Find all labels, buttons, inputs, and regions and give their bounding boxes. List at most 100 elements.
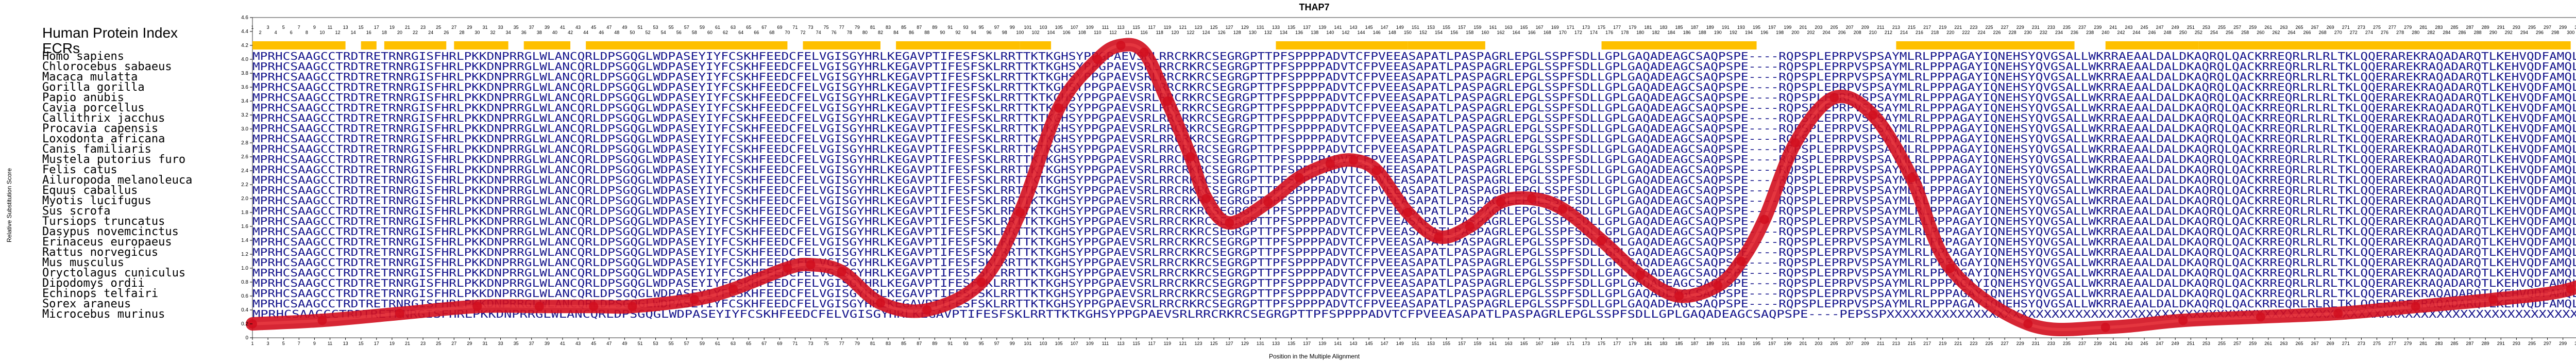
ecr-row-label: ECRs [42, 40, 80, 56]
species-label: Erinaceus europaeus [42, 236, 172, 249]
top-tick-label: 285 [2450, 25, 2458, 30]
top-tick-label: 210 [1869, 30, 1877, 35]
top-tick-label: 90 [940, 30, 945, 35]
top-tick-label: 186 [1683, 30, 1691, 35]
top-tick-label: 153 [1427, 25, 1435, 30]
score-point [1185, 152, 1195, 161]
sequence-row: MPRHCSAAGCCTRDTRETRNRGISFHRLPKKDNPRRGLWL… [252, 102, 2576, 114]
y-tick-label: 2.8 [241, 140, 248, 146]
top-tick-label: 257 [2233, 25, 2241, 30]
ecr-region [2198, 41, 2571, 50]
species-label: Equus caballus [42, 184, 138, 197]
top-tick-label: 145 [1365, 25, 1373, 30]
x-tick-label: 37 [529, 341, 534, 346]
sequence-row: MPRHCSAAGCCTRDTRETRNRGISFHRLPKKDNPRRGLWL… [252, 133, 2576, 145]
top-tick-label: 296 [2536, 30, 2544, 35]
top-tick-label: 117 [1148, 25, 1156, 30]
x-tick-label: 133 [1272, 341, 1280, 346]
top-tick-labels: 1 3 5 7 9 11 13 15 17 19 21 23 25 27 29 31 33 35 37 39 41 43 4… [251, 25, 2576, 35]
top-tick-label: 272 [2350, 30, 2358, 35]
top-tick-label: 176 [1605, 30, 1613, 35]
top-tick-label: 185 [1675, 25, 1683, 30]
top-tick-label: 221 [1954, 25, 1962, 30]
score-point [2488, 294, 2498, 304]
x-tick-label: 149 [1396, 341, 1404, 346]
x-tick-label: 225 [1986, 341, 1993, 346]
top-tick-label: 65 [746, 25, 751, 30]
top-tick-label: 177 [1613, 25, 1621, 30]
x-tick-label: 217 [1923, 341, 1931, 346]
y-tick-label: 2.6 [241, 154, 248, 160]
score-point [1294, 173, 1304, 183]
top-tick-label: 172 [1574, 30, 1582, 35]
top-tick-label: 22 [413, 30, 418, 35]
top-tick-label: 138 [1311, 30, 1318, 35]
score-point [1907, 173, 1917, 183]
top-tick-label: 215 [1908, 25, 1916, 30]
x-tick-label: 197 [1768, 341, 1776, 346]
top-tick-label: 132 [1264, 30, 1272, 35]
x-tick-label: 253 [2202, 341, 2210, 346]
top-tick-label: 155 [1443, 25, 1450, 30]
y-tick-label: 3.2 [241, 112, 248, 118]
score-point [2256, 312, 2265, 322]
top-tick-label: 184 [1667, 30, 1675, 35]
score-point [1434, 232, 1444, 242]
top-tick-label: 41 [560, 25, 565, 30]
top-tick-label: 295 [2528, 25, 2536, 30]
top-tick-label: 234 [2055, 30, 2063, 35]
top-tick-label: 35 [514, 25, 519, 30]
top-tick-label: 52 [646, 30, 651, 35]
top-tick-label: 189 [1706, 25, 1714, 30]
top-tick-label: 200 [1791, 30, 1799, 35]
top-tick-label: 190 [1714, 30, 1722, 35]
x-tick-label: 107 [1071, 341, 1078, 346]
x-tick-label: 293 [2513, 341, 2520, 346]
top-tick-label: 209 [1861, 25, 1869, 30]
top-tick-label: 78 [847, 30, 852, 35]
score-point [1093, 55, 1103, 64]
top-tick-label: 141 [1334, 25, 1342, 30]
top-tick-label: 270 [2334, 30, 2342, 35]
top-tick-label: 9 [313, 25, 316, 30]
sequence-row: MPRHCSAAGCCTRDTRETRNRGISFHRLPKKDNPRRGLWL… [252, 256, 2576, 269]
top-tick-label: 26 [444, 30, 449, 35]
top-tick-label: 70 [785, 30, 790, 35]
chart-title: THAP7 [1299, 2, 1329, 12]
x-tick-label: 43 [575, 341, 581, 346]
top-tick-label: 195 [1753, 25, 1760, 30]
x-tick-label: 59 [700, 341, 705, 346]
top-tick-label: 182 [1652, 30, 1659, 35]
x-tick-label: 97 [994, 341, 999, 346]
x-tick-label: 151 [1412, 341, 1419, 346]
top-tick-label: 13 [343, 25, 348, 30]
score-point [922, 305, 932, 315]
species-label: Mus musculus [42, 256, 124, 269]
top-tick-label: 120 [1171, 30, 1179, 35]
top-tick-label: 126 [1218, 30, 1226, 35]
top-tick-label: 119 [1164, 25, 1171, 30]
top-tick-label: 249 [2172, 25, 2179, 30]
top-tick-label: 297 [2544, 25, 2551, 30]
species-label: Macaca mulatta [42, 71, 138, 84]
y-tick-label: 1.6 [241, 224, 248, 229]
y-tick-label: 3.4 [241, 99, 248, 104]
top-tick-label: 165 [1520, 25, 1528, 30]
y-tick-label: 3.8 [241, 71, 248, 76]
x-tick-label: 211 [1877, 341, 1884, 346]
species-label: Gorilla gorilla [42, 81, 145, 94]
top-tick-label: 243 [2125, 25, 2132, 30]
top-tick-label: 246 [2148, 30, 2156, 35]
x-tick-label: 85 [901, 341, 906, 346]
x-tick-label: 105 [1055, 341, 1063, 346]
x-tick-label: 11 [328, 341, 332, 346]
top-tick-label: 68 [769, 30, 774, 35]
x-tick-label: 155 [1443, 341, 1450, 346]
top-tick-label: 213 [1892, 25, 1900, 30]
top-tick-label: 282 [2427, 30, 2435, 35]
x-tick-label: 135 [1287, 341, 1295, 346]
top-tick-label: 112 [1109, 30, 1116, 35]
x-tick-label: 173 [1582, 341, 1590, 346]
top-tick-label: 29 [467, 25, 472, 30]
x-tick-label: 67 [761, 341, 767, 346]
